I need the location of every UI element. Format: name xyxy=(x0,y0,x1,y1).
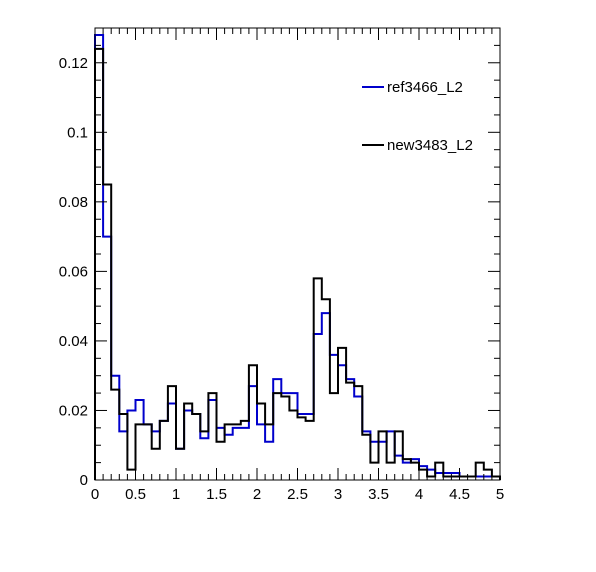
x-tick-label: 0.5 xyxy=(125,486,146,503)
axes-layer: 0 0.5 1 1.5 2 2.5 3 3.5 4 4.5 5 0 0.02 0.04 0.06 0.08 0.… xyxy=(59,27,504,503)
x-tick-label: 2.5 xyxy=(287,486,308,503)
y-tick-label: 0.1 xyxy=(67,124,88,141)
x-tick-label: 2 xyxy=(253,486,261,503)
legend-label: ref3466_L2 xyxy=(387,79,463,96)
y-tick-label: 0.02 xyxy=(59,402,88,419)
legend: ref3466_L2 new3483_L2 xyxy=(362,79,473,154)
legend-box xyxy=(355,60,495,170)
x-tick-label: 1 xyxy=(172,486,180,503)
x-tick-label: 0 xyxy=(91,486,99,503)
y-tick-label: 0.08 xyxy=(59,194,88,211)
x-tick-label: 4.5 xyxy=(449,486,470,503)
y-tick-label: 0.12 xyxy=(59,55,88,72)
x-tick-label: 3 xyxy=(334,486,342,503)
y-tick-label: 0.06 xyxy=(59,263,88,280)
y-tick-label: 0.04 xyxy=(59,333,88,350)
x-tick-label: 4 xyxy=(415,486,423,503)
series-layer xyxy=(94,33,501,480)
x-tick-label: 5 xyxy=(496,486,504,503)
x-tick-label: 3.5 xyxy=(368,486,389,503)
y-tick-label: 0 xyxy=(80,472,88,489)
x-tick-label: 1.5 xyxy=(206,486,227,503)
series-line-ref3466_L2 xyxy=(94,33,501,480)
legend-label: new3483_L2 xyxy=(387,137,473,154)
series-line-new3483_L2 xyxy=(94,47,501,480)
